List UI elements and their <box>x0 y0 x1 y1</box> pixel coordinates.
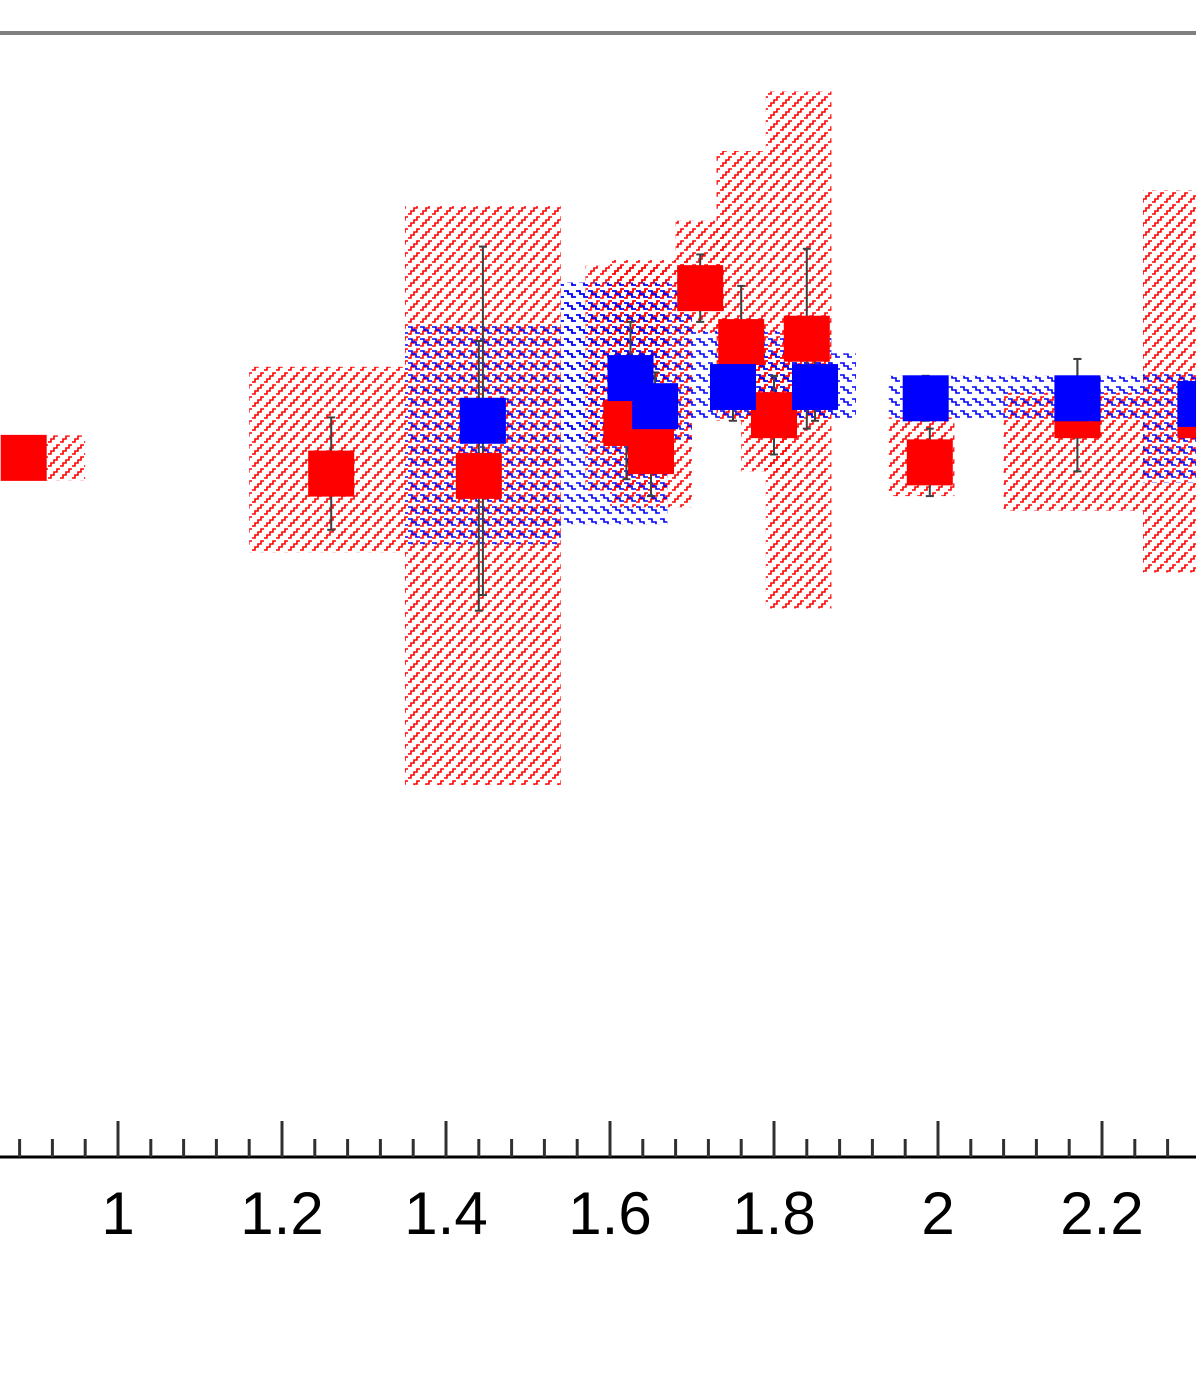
red-marker-2 <box>455 452 502 499</box>
blue-marker-5 <box>902 375 949 422</box>
red-marker-1 <box>308 450 355 497</box>
red-marker-8 <box>783 315 830 362</box>
blue-marker-6 <box>1054 375 1101 422</box>
red-marker-7 <box>751 392 797 439</box>
x-axis: 1 1.2 1.4 1.6 1.8 2 2.2 <box>0 1121 1196 1247</box>
x-tick-label: 1.6 <box>568 1180 651 1247</box>
x-tick-label: 1.2 <box>240 1180 323 1247</box>
systematic-bands <box>3 91 1196 785</box>
blue-marker-3 <box>710 364 756 411</box>
blue-marker-7 <box>1177 380 1196 427</box>
data-markers <box>0 265 1196 499</box>
red-marker-6 <box>718 319 765 366</box>
blue-marker-4 <box>792 364 838 411</box>
x-tick-label: 1 <box>101 1180 134 1247</box>
red-marker-9 <box>906 439 953 486</box>
red-marker-0 <box>0 434 47 481</box>
x-tick-label: 1.4 <box>404 1180 487 1247</box>
blue-marker-0 <box>459 397 506 444</box>
x-tick-label: 1.8 <box>732 1180 815 1247</box>
x-tick-label: 2.2 <box>1060 1180 1143 1247</box>
x-tick-label: 2 <box>921 1180 954 1247</box>
blue-marker-2 <box>632 383 679 430</box>
red-marker-5 <box>677 265 724 312</box>
red-marker-4 <box>628 428 674 475</box>
